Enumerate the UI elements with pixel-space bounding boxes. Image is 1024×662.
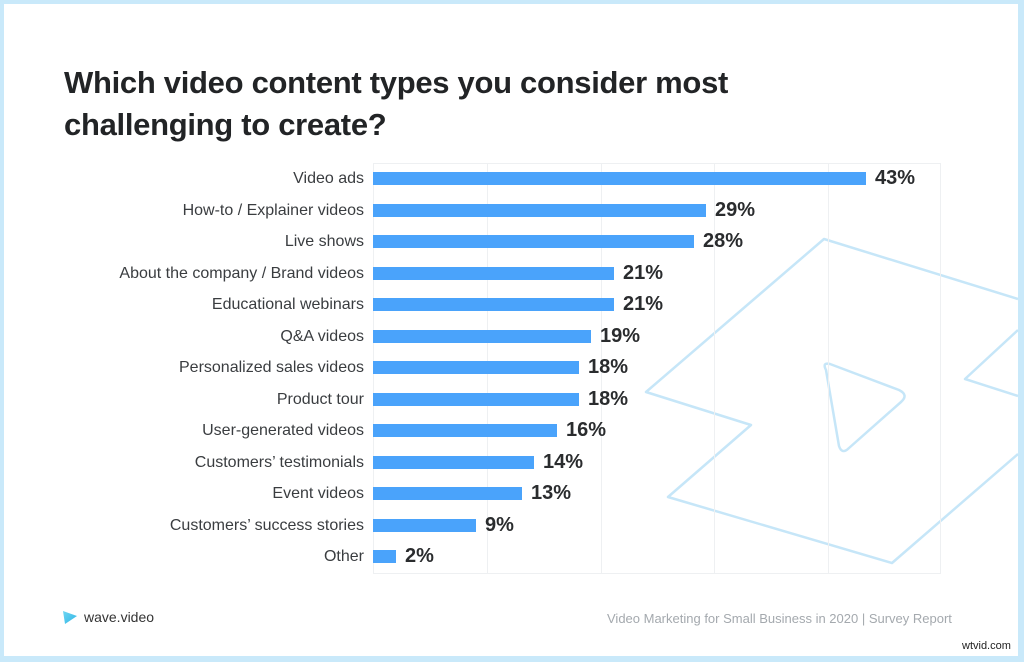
bar-row: Customers’ success stories 9%: [0, 510, 1024, 541]
bar-row: Live shows 28%: [0, 226, 1024, 257]
bar-row: Q&A videos 19%: [0, 321, 1024, 352]
bar: [373, 361, 579, 374]
play-triangle-icon: [63, 611, 77, 624]
brand-logo: wave.video: [62, 609, 154, 625]
bar-row: User-generated videos 16%: [0, 415, 1024, 446]
category-label: Live shows: [284, 233, 364, 250]
value-label: 28%: [703, 230, 744, 252]
value-label: 43%: [875, 167, 916, 189]
bar: [373, 203, 706, 217]
bar: [373, 172, 866, 185]
category-label: Product tour: [276, 390, 364, 408]
category-label: Other: [323, 548, 364, 565]
bar: [373, 550, 396, 563]
value-label: 29%: [715, 198, 756, 221]
gridline: [828, 164, 829, 573]
bar: [373, 266, 614, 280]
gridline: [601, 164, 602, 573]
bar-row: Video ads 43%: [0, 163, 1024, 194]
bar-row: Event videos 13%: [0, 478, 1024, 509]
value-label: 19%: [600, 324, 641, 347]
category-label: How-to / Explainer videos: [182, 201, 364, 219]
bar: [373, 487, 522, 500]
bar: [373, 235, 694, 248]
category-label: Event videos: [272, 485, 364, 502]
value-label: 16%: [566, 419, 607, 441]
category-label: Q&A videos: [280, 327, 364, 345]
bar: [373, 392, 579, 406]
bar-row: Personalized sales videos 18%: [0, 352, 1024, 383]
value-label: 21%: [623, 293, 664, 315]
bar: [373, 298, 614, 311]
brand-name: wave.video: [84, 609, 155, 625]
bar-row: How-to / Explainer videos 29%: [0, 195, 1024, 226]
gridline: [714, 164, 715, 573]
value-label: 9%: [485, 513, 514, 536]
chart-title: Which video content types you consider m…: [64, 65, 729, 142]
bar: [373, 518, 476, 532]
category-label: Educational webinars: [211, 296, 364, 313]
value-label: 13%: [531, 482, 572, 504]
category-label: Customers’ testimonials: [194, 453, 364, 471]
watermark: wtvid.com: [962, 640, 1011, 652]
category-label: Personalized sales videos: [179, 359, 364, 376]
value-label: 21%: [623, 261, 664, 284]
bar-row: Product tour 18%: [0, 384, 1024, 415]
category-label: Customers’ success stories: [169, 516, 364, 534]
category-label: Video ads: [293, 170, 364, 187]
bar-row: Customers’ testimonials 14%: [0, 447, 1024, 478]
value-label: 18%: [588, 387, 629, 410]
value-label: 14%: [543, 450, 584, 473]
value-label: 2%: [405, 545, 434, 567]
category-label: User-generated videos: [202, 422, 364, 439]
footer-caption: Video Marketing for Small Business in 20…: [607, 611, 952, 626]
bar-row: Other 2%: [0, 541, 1024, 572]
bar: [373, 424, 557, 437]
bar-row: About the company / Brand videos 21%: [0, 258, 1024, 289]
bar-row: Educational webinars 21%: [0, 289, 1024, 320]
bar: [373, 455, 534, 469]
value-label: 18%: [588, 356, 629, 378]
category-label: About the company / Brand videos: [119, 264, 364, 282]
bar: [373, 329, 591, 343]
